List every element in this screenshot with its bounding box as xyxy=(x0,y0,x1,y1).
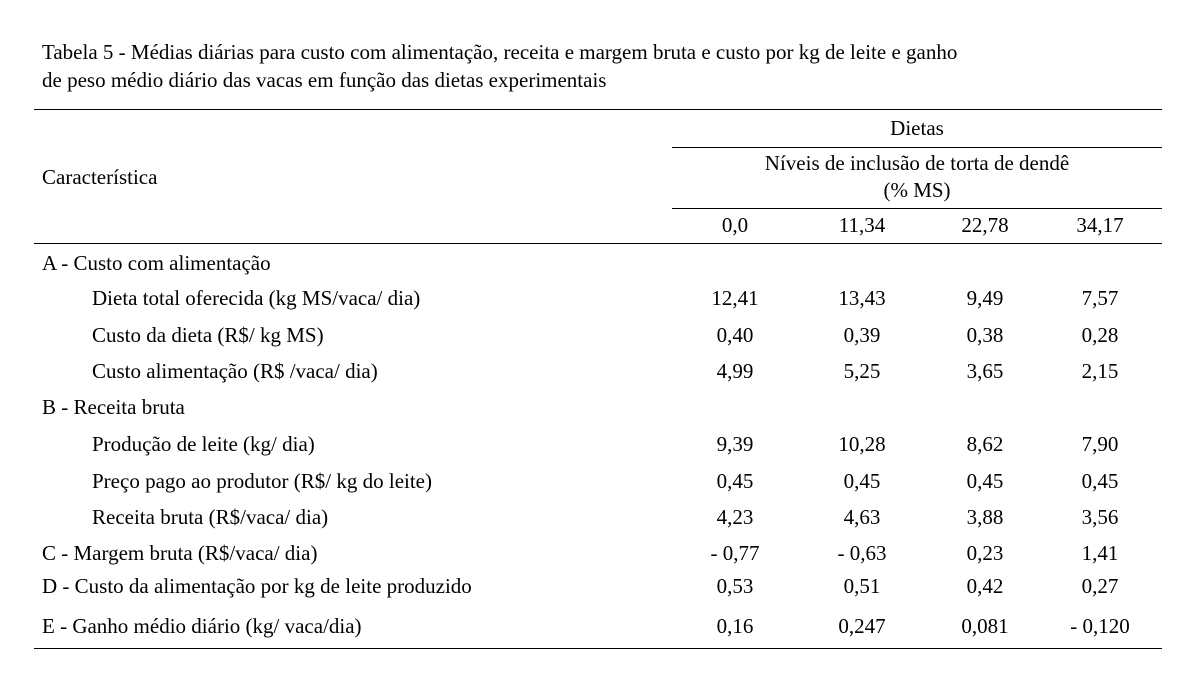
cell-value: 0,45 xyxy=(966,469,1004,493)
cell-value: 3,88 xyxy=(966,505,1004,529)
cell-value: 0,39 xyxy=(843,323,881,347)
cell-value: 3,65 xyxy=(966,359,1004,383)
row-label: B - Receita bruta xyxy=(42,395,185,419)
cell-value: 12,41 xyxy=(711,286,759,310)
cell-value: 4,99 xyxy=(716,359,754,383)
cell-value: 0,081 xyxy=(961,614,1009,638)
row-label: Produção de leite (kg/ dia) xyxy=(92,432,315,456)
cell-value: 0,247 xyxy=(838,614,886,638)
cell-value: 0,42 xyxy=(966,574,1004,598)
subgroup-header-line1: Níveis de inclusão de torta de dendê xyxy=(764,151,1070,175)
cell-value: 0,27 xyxy=(1081,574,1119,598)
cell-value: 8,62 xyxy=(966,432,1004,456)
cell-value: 0,38 xyxy=(966,323,1004,347)
cell-value: 7,90 xyxy=(1081,432,1119,456)
cell-value: 0,40 xyxy=(716,323,754,347)
group-rule xyxy=(672,147,1162,148)
row-label: Custo alimentação (R$ /vaca/ dia) xyxy=(92,359,378,383)
row-label: Preço pago ao produtor (R$/ kg do leite) xyxy=(92,469,432,493)
cell-value: 0,23 xyxy=(966,541,1004,565)
cell-value: 1,41 xyxy=(1081,541,1119,565)
bottom-rule xyxy=(34,648,1162,649)
column-header-level: 11,34 xyxy=(838,213,886,237)
cell-value: 9,39 xyxy=(716,432,754,456)
row-label: D - Custo da alimentação por kg de leite… xyxy=(42,574,472,598)
column-group-header: Dietas xyxy=(890,116,944,140)
table-caption-line2: de peso médio diário das vacas em função… xyxy=(42,68,607,92)
row-label: Dieta total oferecida (kg MS/vaca/ dia) xyxy=(92,286,421,310)
cell-value: 7,57 xyxy=(1081,286,1119,310)
cell-value: 0,45 xyxy=(1081,469,1119,493)
cell-value: 0,45 xyxy=(843,469,881,493)
row-label: E - Ganho médio diário (kg/ vaca/dia) xyxy=(42,614,362,638)
cell-value: 0,45 xyxy=(716,469,754,493)
column-header-level: 34,17 xyxy=(1076,213,1124,237)
row-label: Custo da dieta (R$/ kg MS) xyxy=(92,323,324,347)
cell-value: 2,15 xyxy=(1081,359,1119,383)
column-header-level: 22,78 xyxy=(961,213,1009,237)
cell-value: - 0,63 xyxy=(837,541,887,565)
column-header-level: 0,0 xyxy=(721,213,749,237)
cell-value: 3,56 xyxy=(1081,505,1119,529)
cell-value: 4,63 xyxy=(843,505,881,529)
subgroup-rule xyxy=(672,208,1162,209)
row-label: A - Custo com alimentação xyxy=(42,251,271,275)
header-rule xyxy=(34,243,1162,244)
cell-value: 0,16 xyxy=(716,614,754,638)
subgroup-header-line2: (% MS) xyxy=(883,178,951,202)
cell-value: 0,51 xyxy=(843,574,881,598)
cell-value: - 0,120 xyxy=(1070,614,1130,638)
row-label: C - Margem bruta (R$/vaca/ dia) xyxy=(42,541,318,565)
row-label: Receita bruta (R$/vaca/ dia) xyxy=(92,505,329,529)
cell-value: 9,49 xyxy=(966,286,1004,310)
cell-value: 0,28 xyxy=(1081,323,1119,347)
column-header-characteristic: Característica xyxy=(42,165,158,189)
cell-value: 13,43 xyxy=(838,286,886,310)
cell-value: 10,28 xyxy=(838,432,886,456)
top-rule xyxy=(34,109,1162,110)
cell-value: 5,25 xyxy=(843,359,881,383)
cell-value: - 0,77 xyxy=(710,541,760,565)
table-caption-line1: Tabela 5 - Médias diárias para custo com… xyxy=(42,40,958,64)
cell-value: 0,53 xyxy=(716,574,754,598)
cell-value: 4,23 xyxy=(716,505,754,529)
